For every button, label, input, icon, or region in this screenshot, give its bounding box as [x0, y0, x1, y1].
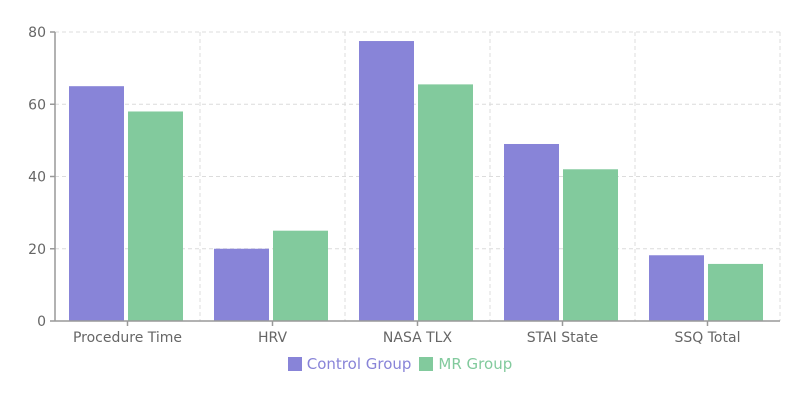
legend-label: Control Group	[306, 355, 412, 373]
x-tick-label: NASA TLX	[383, 330, 453, 346]
bar-control-stai-state[interactable]	[504, 143, 559, 321]
y-tick-label: 80	[28, 25, 46, 41]
legend-swatch	[419, 357, 434, 371]
bars	[69, 41, 763, 321]
bar-mr-stai-state[interactable]	[563, 169, 618, 321]
y-tick-label: 0	[37, 314, 46, 330]
legend: Control Group MR Group	[0, 355, 800, 375]
bar-control-hrv[interactable]	[214, 248, 269, 321]
legend-label: MR Group	[438, 355, 513, 373]
bar-control-nasa-tlx[interactable]	[359, 41, 414, 321]
y-tick-label: 40	[28, 170, 46, 186]
axes: 0 20 40 60 80 Procedure Time HRV NASA TLX STAI S…	[28, 25, 780, 346]
bar-mr-hrv[interactable]	[273, 230, 328, 321]
bar-chart: 0 20 40 60 80 Procedure Time HRV NASA TLX STAI S…	[28, 25, 781, 346]
bar-mr-ssq-total[interactable]	[708, 263, 763, 321]
bar-mr-nasa-tlx[interactable]	[418, 84, 473, 321]
x-tick-label: HRV	[258, 330, 287, 346]
bar-control-procedure-time[interactable]	[69, 86, 124, 321]
bar-mr-procedure-time[interactable]	[128, 111, 183, 321]
legend-swatch	[287, 357, 302, 371]
legend-item-mr-group[interactable]: MR Group	[419, 355, 512, 373]
y-tick-label: 60	[28, 97, 46, 113]
x-tick-label: STAI State	[527, 330, 599, 346]
x-tick-label: SSQ Total	[675, 330, 741, 346]
y-tick-label: 20	[28, 242, 46, 258]
bar-control-ssq-total[interactable]	[649, 255, 704, 321]
legend-item-control-group[interactable]: Control Group	[287, 355, 412, 373]
x-tick-label: Procedure Time	[73, 330, 182, 346]
